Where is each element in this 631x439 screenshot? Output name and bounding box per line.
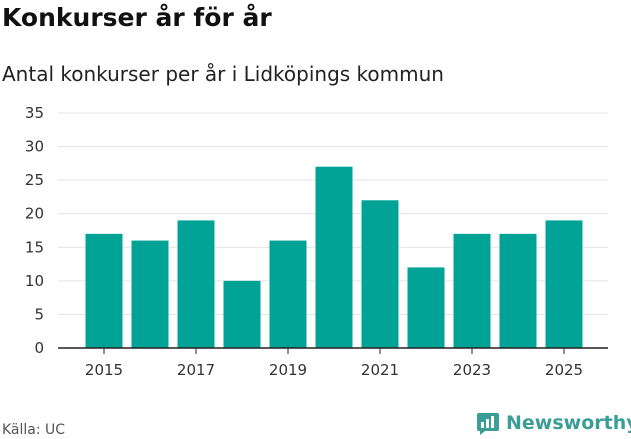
x-tick-label: 2017 — [177, 361, 215, 379]
y-tick-label: 0 — [34, 339, 44, 357]
bar-2020 — [315, 166, 353, 348]
newsworthy-icon — [477, 413, 499, 435]
brand-logo: Newsworthy — [476, 409, 631, 437]
chart-title: Konkurser år för år — [2, 3, 272, 32]
bar-2023 — [453, 233, 491, 348]
x-tick-label: 2019 — [269, 361, 307, 379]
source-note: Källa: UC — [2, 422, 66, 438]
y-tick-label: 15 — [25, 238, 44, 256]
x-tick-label: 2015 — [85, 361, 123, 379]
y-tick-label: 10 — [25, 272, 44, 290]
bar-2024 — [499, 233, 537, 348]
bars — [85, 166, 583, 348]
bar-2015 — [85, 233, 123, 348]
y-tick-label: 30 — [25, 138, 44, 156]
bar-2025 — [545, 220, 583, 348]
bar-2019 — [269, 240, 307, 348]
x-tick-label: 2021 — [361, 361, 399, 379]
chart-subtitle: Antal konkurser per år i Lidköpings komm… — [2, 62, 444, 86]
bar-2016 — [131, 240, 169, 348]
y-tick-label: 25 — [25, 171, 44, 189]
bar-2022 — [407, 267, 445, 348]
bar-2021 — [361, 200, 399, 348]
y-tick-label: 20 — [25, 205, 44, 223]
bar-2018 — [223, 280, 261, 348]
brand-name: Newsworthy — [506, 412, 631, 434]
x-tick-label: 2023 — [453, 361, 491, 379]
bar-2017 — [177, 220, 215, 348]
y-tick-label: 5 — [34, 305, 44, 323]
y-tick-label: 35 — [25, 104, 44, 122]
x-tick-label: 2025 — [545, 361, 583, 379]
